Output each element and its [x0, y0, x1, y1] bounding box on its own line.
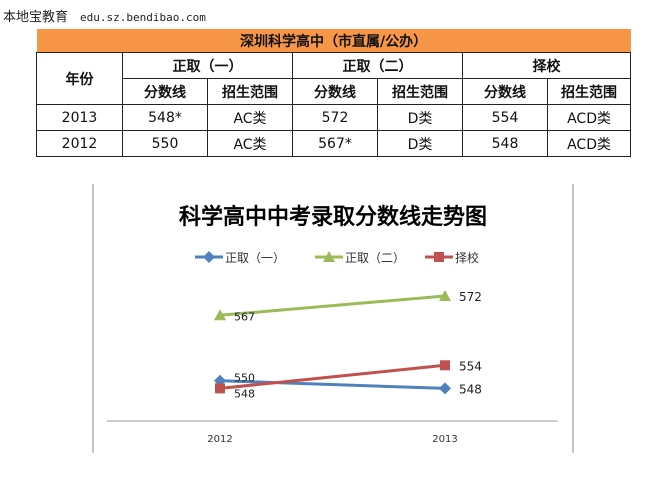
- subheader: 招生范围: [377, 78, 463, 105]
- series-line: [219, 363, 446, 390]
- cell: AC类: [207, 104, 293, 131]
- site-url[interactable]: edu.sz.bendibao.com: [80, 11, 206, 24]
- x-tick-label: 2013: [432, 434, 457, 445]
- cell: 548*: [122, 104, 208, 131]
- cell: 548: [462, 130, 548, 157]
- series-line: [219, 294, 446, 317]
- cell: ACD类: [546, 104, 632, 131]
- x-tick-label: 2012: [207, 434, 232, 445]
- legend-marker-diamond: [203, 251, 215, 263]
- data-point: [439, 382, 451, 395]
- subheader: 招生范围: [546, 78, 632, 105]
- table-row: 2012 550 AC类 567* D类 548 ACD类: [36, 130, 632, 157]
- year-header: 年份: [36, 52, 123, 105]
- subheader: 招生范围: [207, 78, 293, 105]
- data-point: [215, 383, 225, 394]
- year-cell: 2013: [36, 104, 123, 131]
- data-label: 548: [459, 382, 482, 396]
- data-label: 548: [234, 388, 255, 401]
- group-header: 正取（一）: [122, 52, 293, 79]
- data-label: 572: [459, 290, 482, 304]
- group-header: 择校: [461, 52, 632, 79]
- legend-marker-square: [434, 252, 444, 262]
- site-header: 本地宝教育 edu.sz.bendibao.com: [3, 6, 206, 25]
- cell: 550: [122, 130, 208, 157]
- data-label: 554: [459, 359, 482, 373]
- legend-marker-triangle: [323, 251, 335, 262]
- cell: D类: [377, 130, 463, 157]
- data-point: [440, 360, 450, 371]
- legend-label: 择校: [455, 250, 479, 265]
- data-point: [439, 290, 451, 301]
- cell: ACD类: [546, 130, 632, 157]
- subheader: 分数线: [462, 78, 548, 105]
- data-point: [214, 309, 226, 321]
- data-label: 567: [234, 310, 255, 323]
- table-row: 2013 548* AC类 572 D类 554 ACD类: [36, 104, 632, 131]
- subheader: 分数线: [292, 78, 378, 105]
- chart-title: 科学高中中考录取分数线走势图: [179, 204, 487, 230]
- legend-label: 正取（一）: [225, 251, 285, 265]
- year-cell: 2012: [36, 130, 123, 157]
- site-name: 本地宝教育: [3, 10, 69, 25]
- legend-label: 正取（二）: [345, 251, 405, 265]
- data-label: 550: [234, 372, 255, 385]
- score-table: 深圳科学高中（市直属/公办） 年份 正取（一） 正取（二） 择校 分数线 招生范…: [36, 29, 632, 157]
- series-line: [219, 379, 446, 390]
- cell: 554: [462, 104, 548, 131]
